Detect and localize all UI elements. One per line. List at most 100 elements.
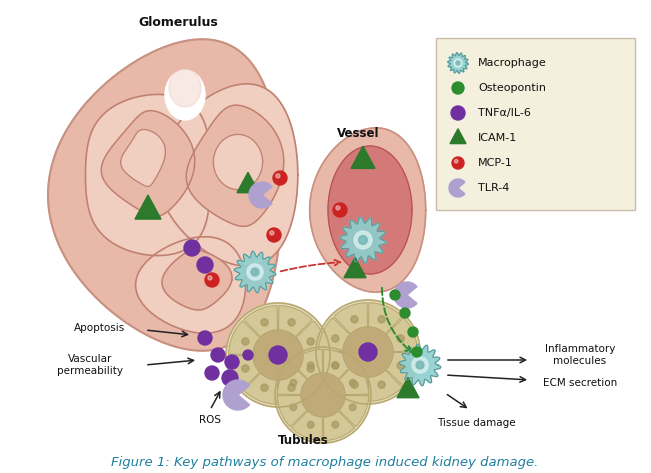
- Circle shape: [397, 335, 404, 342]
- Wedge shape: [243, 306, 278, 355]
- Text: ROS: ROS: [199, 415, 221, 425]
- Polygon shape: [448, 53, 468, 73]
- Polygon shape: [158, 84, 298, 266]
- Text: Glomerulus: Glomerulus: [138, 16, 218, 28]
- Circle shape: [290, 379, 297, 386]
- Circle shape: [288, 384, 295, 391]
- Polygon shape: [237, 172, 259, 193]
- Polygon shape: [102, 111, 195, 217]
- Wedge shape: [368, 303, 402, 352]
- Wedge shape: [368, 318, 417, 352]
- Text: TNFα/IL-6: TNFα/IL-6: [478, 108, 531, 118]
- Polygon shape: [328, 146, 412, 274]
- Polygon shape: [135, 195, 161, 219]
- Circle shape: [247, 264, 263, 280]
- Polygon shape: [186, 105, 284, 227]
- Circle shape: [332, 362, 339, 369]
- Circle shape: [253, 330, 303, 380]
- Circle shape: [350, 379, 356, 386]
- Circle shape: [222, 370, 238, 386]
- Circle shape: [243, 350, 253, 360]
- Text: Tissue damage: Tissue damage: [437, 418, 516, 428]
- Circle shape: [242, 338, 249, 345]
- Text: MCP-1: MCP-1: [478, 158, 513, 168]
- Wedge shape: [277, 363, 323, 395]
- Ellipse shape: [165, 70, 205, 120]
- Wedge shape: [278, 321, 327, 355]
- Circle shape: [307, 338, 314, 345]
- Polygon shape: [351, 146, 375, 168]
- Circle shape: [332, 335, 339, 342]
- Wedge shape: [318, 318, 368, 352]
- Circle shape: [184, 240, 200, 256]
- Circle shape: [451, 106, 465, 120]
- Circle shape: [261, 319, 268, 326]
- Circle shape: [225, 355, 239, 369]
- Polygon shape: [48, 39, 282, 351]
- Text: Macrophage: Macrophage: [478, 58, 547, 68]
- Circle shape: [288, 319, 295, 326]
- Wedge shape: [334, 352, 368, 402]
- Circle shape: [359, 343, 377, 361]
- Text: Apoptosis: Apoptosis: [74, 323, 126, 333]
- Ellipse shape: [169, 69, 201, 107]
- Wedge shape: [323, 395, 355, 440]
- Polygon shape: [310, 128, 426, 292]
- Circle shape: [332, 421, 339, 428]
- Circle shape: [400, 308, 410, 318]
- Wedge shape: [323, 363, 368, 395]
- Circle shape: [270, 231, 274, 235]
- Circle shape: [269, 346, 287, 364]
- Wedge shape: [292, 395, 323, 440]
- Text: ECM secretion: ECM secretion: [543, 378, 617, 388]
- Circle shape: [316, 300, 420, 404]
- Circle shape: [354, 231, 372, 249]
- Wedge shape: [323, 395, 368, 427]
- Wedge shape: [292, 350, 323, 395]
- Circle shape: [276, 174, 280, 178]
- Polygon shape: [162, 250, 232, 310]
- Circle shape: [378, 315, 385, 323]
- Wedge shape: [243, 355, 278, 404]
- Polygon shape: [340, 217, 386, 263]
- Circle shape: [251, 268, 259, 276]
- Circle shape: [359, 236, 367, 245]
- Circle shape: [336, 206, 340, 210]
- Circle shape: [343, 327, 393, 377]
- Text: Vascular
permeability: Vascular permeability: [57, 354, 123, 376]
- Wedge shape: [278, 355, 327, 389]
- Circle shape: [290, 404, 297, 411]
- Wedge shape: [229, 321, 278, 355]
- Circle shape: [333, 203, 347, 217]
- Wedge shape: [323, 350, 355, 395]
- Circle shape: [456, 61, 460, 65]
- Circle shape: [273, 171, 287, 185]
- Text: Vessel: Vessel: [337, 126, 380, 140]
- Polygon shape: [214, 134, 262, 190]
- Circle shape: [390, 290, 400, 300]
- Text: Inflammatory
molecules: Inflammatory molecules: [545, 344, 615, 366]
- Circle shape: [332, 362, 339, 368]
- Wedge shape: [278, 355, 312, 404]
- Circle shape: [452, 157, 464, 169]
- Circle shape: [205, 366, 219, 380]
- Circle shape: [261, 384, 268, 391]
- Text: TLR-4: TLR-4: [478, 183, 509, 193]
- Wedge shape: [223, 380, 249, 410]
- Circle shape: [307, 362, 314, 368]
- Circle shape: [452, 82, 464, 94]
- Circle shape: [211, 348, 225, 362]
- Circle shape: [416, 361, 424, 369]
- Circle shape: [412, 347, 422, 357]
- Circle shape: [397, 362, 404, 369]
- Wedge shape: [394, 282, 417, 308]
- Circle shape: [307, 365, 314, 372]
- Circle shape: [351, 381, 358, 388]
- Wedge shape: [249, 182, 272, 208]
- Polygon shape: [450, 129, 466, 144]
- Polygon shape: [399, 344, 441, 386]
- Text: Tubules: Tubules: [277, 433, 328, 447]
- Circle shape: [242, 365, 249, 372]
- Circle shape: [454, 59, 462, 67]
- Text: Osteopontin: Osteopontin: [478, 83, 546, 93]
